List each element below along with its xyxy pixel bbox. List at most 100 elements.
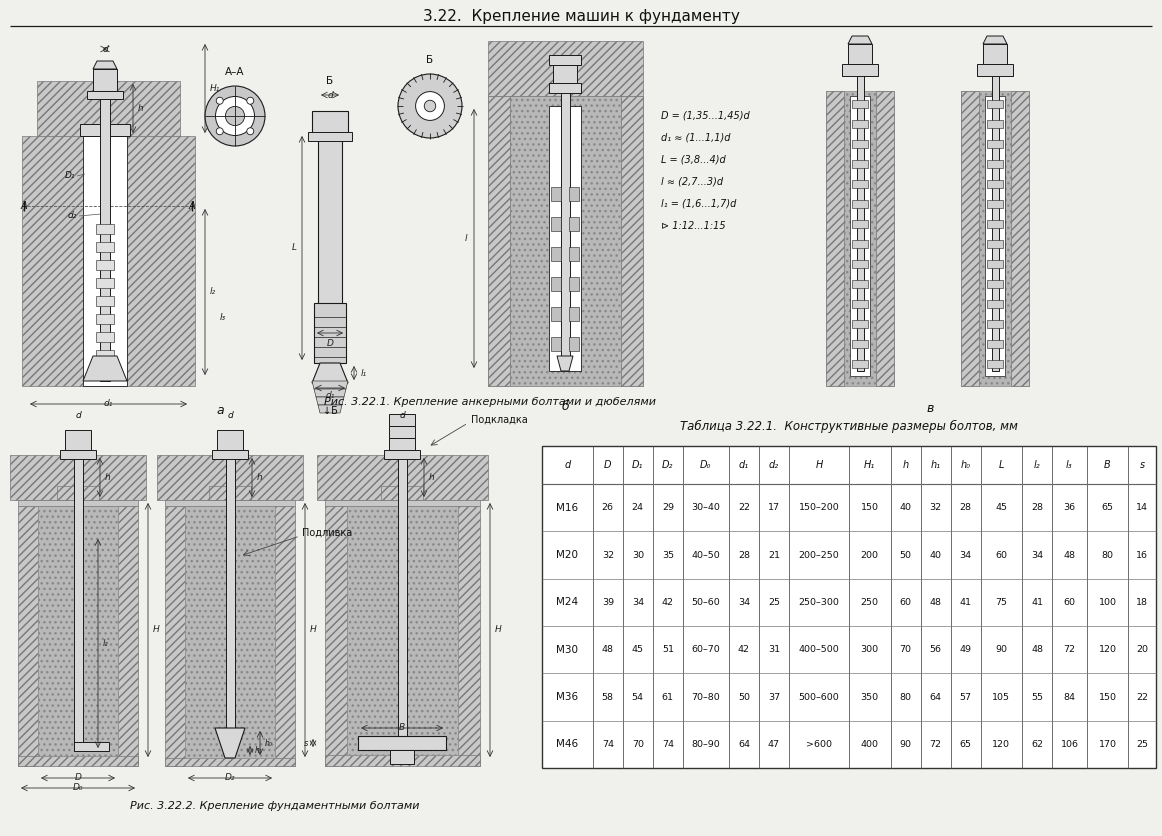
Text: 61: 61: [662, 692, 674, 701]
Text: >600: >600: [806, 740, 832, 749]
Bar: [389, 438, 415, 450]
Bar: [852, 220, 868, 228]
Polygon shape: [488, 96, 510, 386]
Polygon shape: [10, 455, 146, 500]
Bar: [852, 260, 868, 268]
Bar: [987, 340, 1003, 348]
Circle shape: [424, 100, 436, 112]
Text: 250–300: 250–300: [798, 598, 839, 607]
Bar: [985, 96, 1005, 376]
Text: 16: 16: [1136, 550, 1148, 559]
Text: 28: 28: [960, 503, 971, 512]
Text: 84: 84: [1063, 692, 1076, 701]
Text: 170: 170: [1098, 740, 1117, 749]
Bar: [987, 120, 1003, 128]
Text: h: h: [257, 473, 263, 482]
Text: 105: 105: [992, 692, 1010, 701]
Polygon shape: [557, 356, 573, 371]
Text: Б: Б: [426, 55, 433, 65]
Polygon shape: [458, 506, 480, 766]
Text: 100: 100: [1098, 598, 1117, 607]
Polygon shape: [569, 247, 579, 261]
Text: 54: 54: [632, 692, 644, 701]
Bar: [987, 320, 1003, 328]
Text: 39: 39: [602, 598, 614, 607]
Polygon shape: [215, 728, 245, 758]
Text: 150–200: 150–200: [798, 503, 839, 512]
Bar: [60, 450, 96, 459]
Text: 62: 62: [1031, 740, 1043, 749]
Text: Рис. 3.22.2. Крепление фундаментными болтами: Рис. 3.22.2. Крепление фундаментными бол…: [130, 801, 419, 811]
Bar: [57, 486, 99, 500]
Polygon shape: [488, 96, 643, 386]
Text: 50: 50: [899, 550, 911, 559]
Bar: [548, 106, 581, 371]
Polygon shape: [83, 356, 127, 381]
Text: d₂: d₂: [769, 460, 779, 470]
Text: 48: 48: [1063, 550, 1076, 559]
Bar: [313, 111, 347, 133]
Text: A: A: [188, 201, 195, 211]
Text: Таблица 3.22.1.  Конструктивные размеры болтов, мм: Таблица 3.22.1. Конструктивные размеры б…: [680, 420, 1018, 432]
Text: 90: 90: [996, 645, 1007, 654]
Bar: [96, 296, 114, 306]
Polygon shape: [551, 187, 561, 201]
Text: 150: 150: [1098, 692, 1117, 701]
Text: 28: 28: [738, 550, 749, 559]
Text: l₂: l₂: [1034, 460, 1040, 470]
Text: 20: 20: [1136, 645, 1148, 654]
Bar: [389, 414, 415, 426]
Text: 72: 72: [930, 740, 941, 749]
Polygon shape: [313, 381, 347, 389]
Text: H₁: H₁: [865, 460, 875, 470]
Text: D = (1,35...1,45)d: D = (1,35...1,45)d: [661, 111, 749, 121]
Text: h: h: [429, 473, 435, 482]
Bar: [96, 332, 114, 342]
Text: 70: 70: [632, 740, 644, 749]
Text: 42: 42: [662, 598, 674, 607]
Bar: [852, 340, 868, 348]
Bar: [852, 300, 868, 308]
Bar: [80, 124, 130, 136]
Text: 150: 150: [861, 503, 878, 512]
Bar: [318, 133, 342, 323]
Text: d₁: d₁: [103, 400, 113, 409]
Text: M24: M24: [557, 598, 579, 607]
Text: 80–90: 80–90: [691, 740, 720, 749]
Text: 41: 41: [1031, 598, 1043, 607]
Polygon shape: [848, 36, 872, 44]
Bar: [96, 278, 114, 288]
Bar: [987, 280, 1003, 288]
Text: L: L: [998, 460, 1004, 470]
Text: 250: 250: [861, 598, 878, 607]
Bar: [561, 86, 571, 356]
Text: M36: M36: [557, 692, 579, 702]
Bar: [852, 360, 868, 368]
Bar: [842, 64, 878, 76]
Text: 45: 45: [632, 645, 644, 654]
Bar: [17, 756, 138, 766]
Text: d: d: [328, 90, 332, 99]
Bar: [96, 314, 114, 324]
Text: 30–40: 30–40: [691, 503, 720, 512]
Text: 32: 32: [930, 503, 941, 512]
Text: 40: 40: [899, 503, 911, 512]
Text: Подкладка: Подкладка: [471, 415, 528, 425]
Bar: [849, 96, 870, 376]
Bar: [548, 83, 581, 93]
Polygon shape: [551, 337, 561, 351]
Text: D₂: D₂: [662, 460, 674, 470]
Text: d: d: [76, 411, 81, 421]
Text: 34: 34: [1031, 550, 1043, 559]
Text: H: H: [152, 625, 159, 635]
Bar: [96, 350, 114, 360]
Polygon shape: [316, 397, 344, 405]
Bar: [858, 41, 865, 371]
Text: 26: 26: [602, 503, 614, 512]
Text: Рис. 3.22.1. Крепление анкерными болтами и дюбелями: Рис. 3.22.1. Крепление анкерными болтами…: [324, 397, 657, 407]
Circle shape: [215, 96, 254, 135]
Text: 106: 106: [1061, 740, 1078, 749]
Bar: [325, 755, 480, 766]
Text: 45: 45: [996, 503, 1007, 512]
Polygon shape: [826, 91, 844, 386]
